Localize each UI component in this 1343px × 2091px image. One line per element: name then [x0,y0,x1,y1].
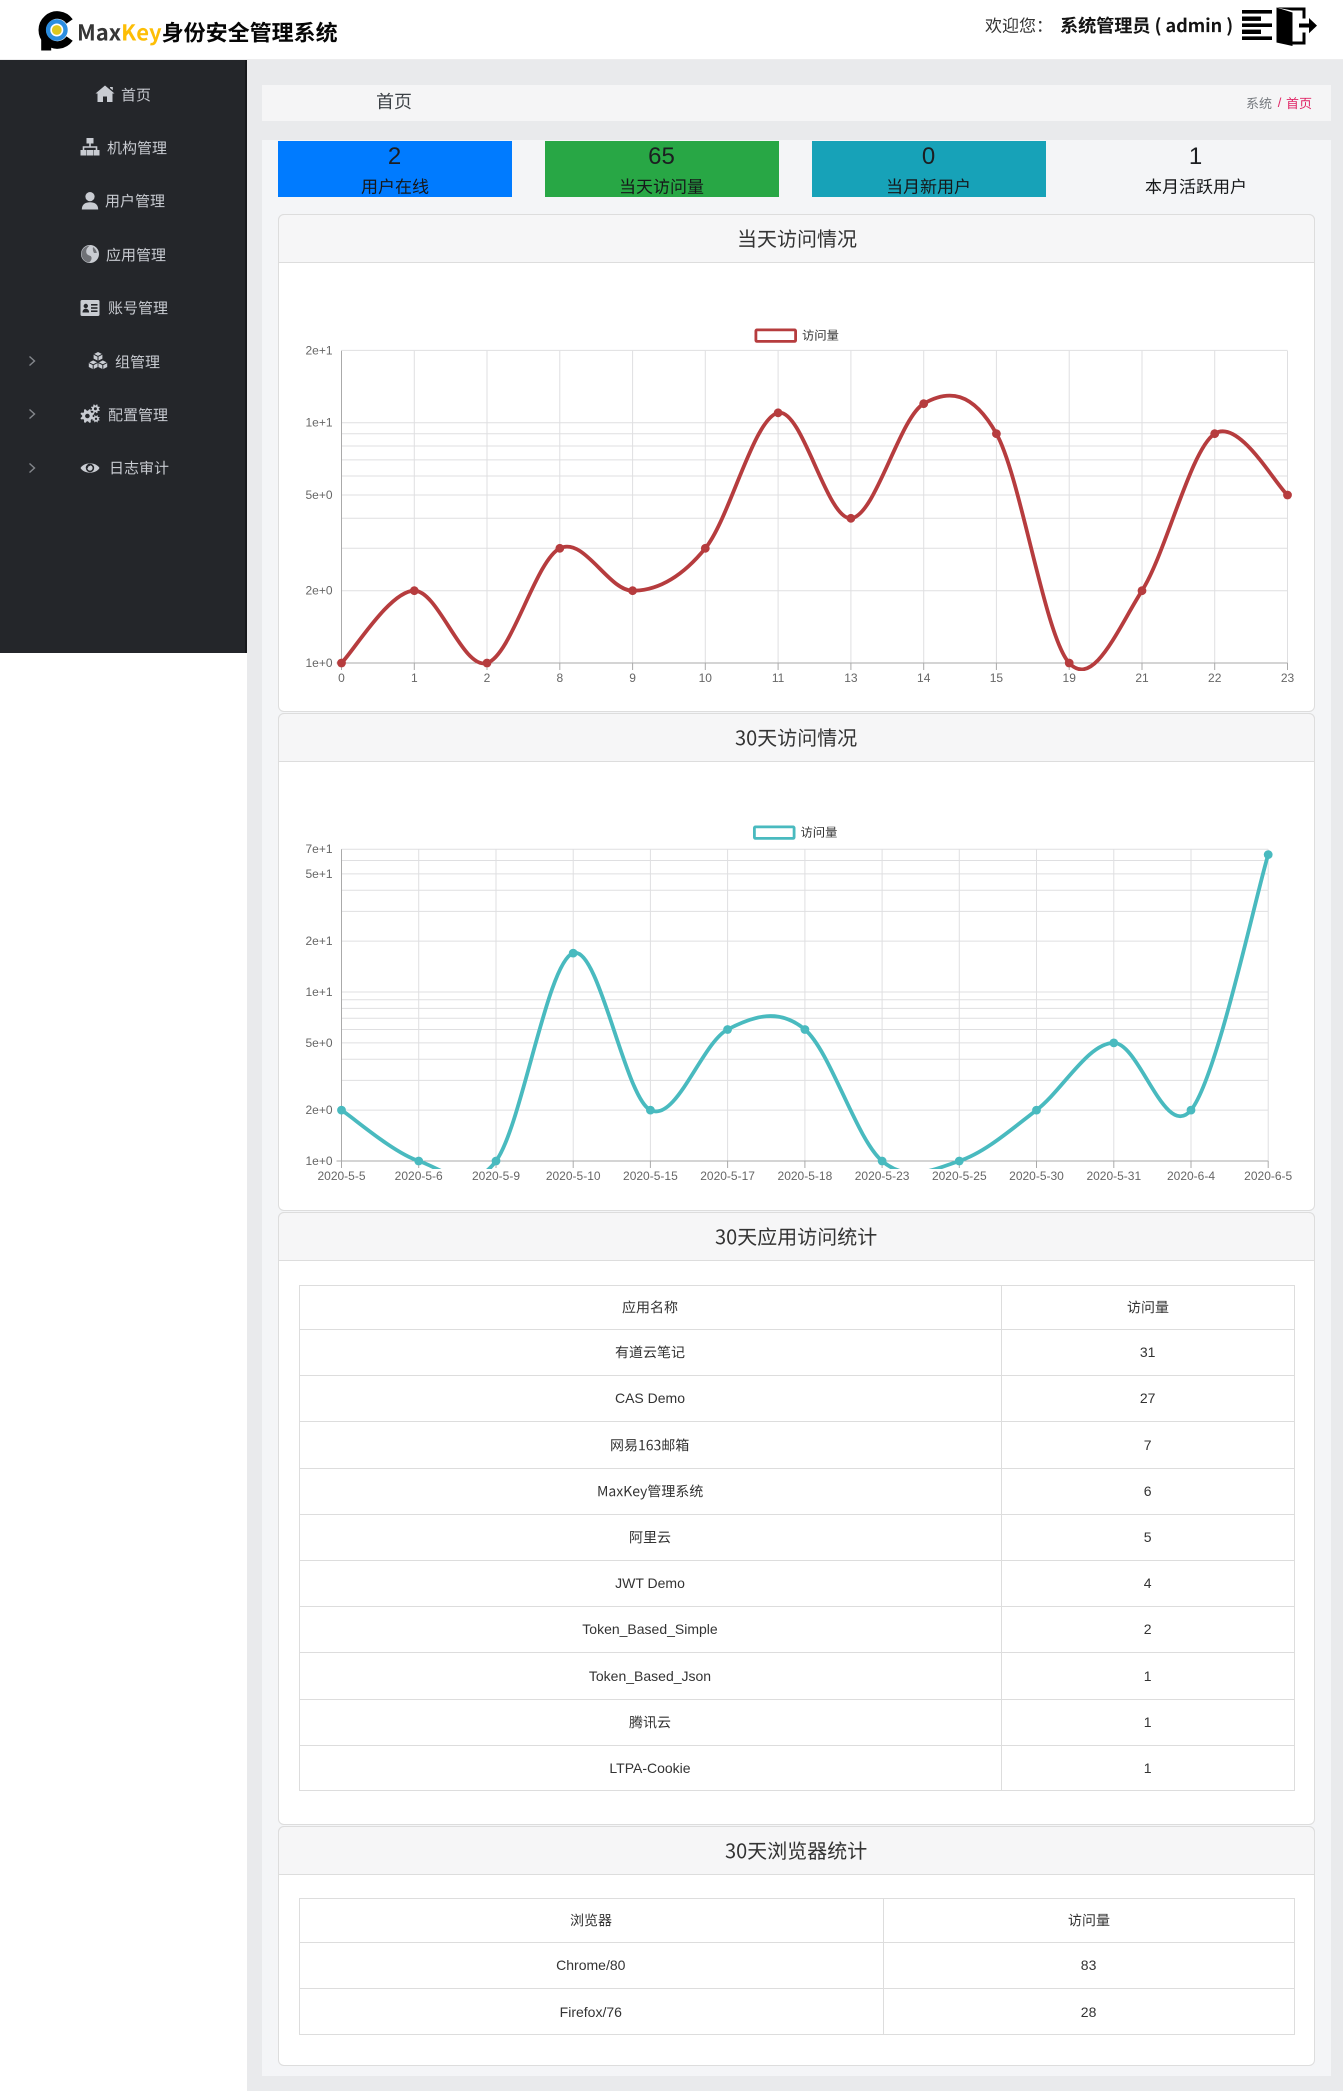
svg-text:5e+1: 5e+1 [305,867,332,881]
svg-text:10: 10 [698,671,712,685]
svg-text:14: 14 [917,671,931,685]
svg-text:2: 2 [483,671,490,685]
svg-text:11: 11 [771,671,784,685]
svg-text:2020-5-9: 2020-5-9 [471,1169,519,1183]
svg-text:2020-5-15: 2020-5-15 [623,1169,678,1183]
svg-text:2020-5-23: 2020-5-23 [854,1169,909,1183]
svg-text:2e+1: 2e+1 [305,934,332,948]
svg-text:2020-5-30: 2020-5-30 [1009,1169,1064,1183]
svg-text:9: 9 [629,671,636,685]
svg-text:2020-5-18: 2020-5-18 [777,1169,832,1183]
svg-text:1e+1: 1e+1 [305,985,332,999]
svg-text:0: 0 [338,671,345,685]
svg-text:13: 13 [844,671,858,685]
svg-text:2e+0: 2e+0 [305,1103,332,1117]
svg-text:2020-5-17: 2020-5-17 [700,1169,755,1183]
svg-text:2020-5-10: 2020-5-10 [545,1169,600,1183]
svg-text:2020-5-31: 2020-5-31 [1086,1169,1141,1183]
svg-text:2020-6-5: 2020-6-5 [1244,1169,1292,1183]
svg-text:2020-6-4: 2020-6-4 [1166,1169,1214,1183]
svg-text:5e+0: 5e+0 [305,1036,332,1050]
svg-text:7e+1: 7e+1 [305,842,332,856]
svg-text:1e+0: 1e+0 [305,656,332,670]
svg-text:2020-5-6: 2020-5-6 [394,1169,442,1183]
svg-text:5e+0: 5e+0 [305,488,332,502]
svg-text:1e+0: 1e+0 [305,1154,332,1168]
svg-text:15: 15 [989,671,1003,685]
svg-text:2020-5-5: 2020-5-5 [317,1169,365,1183]
svg-text:19: 19 [1062,671,1076,685]
svg-text:8: 8 [556,671,563,685]
svg-text:23: 23 [1280,671,1294,685]
svg-text:22: 22 [1208,671,1222,685]
svg-text:2e+1: 2e+1 [305,343,332,357]
svg-text:1: 1 [410,671,417,685]
svg-text:1e+1: 1e+1 [305,416,332,430]
svg-text:2e+0: 2e+0 [305,584,332,598]
svg-text:21: 21 [1135,671,1149,685]
svg-text:2020-5-25: 2020-5-25 [931,1169,986,1183]
